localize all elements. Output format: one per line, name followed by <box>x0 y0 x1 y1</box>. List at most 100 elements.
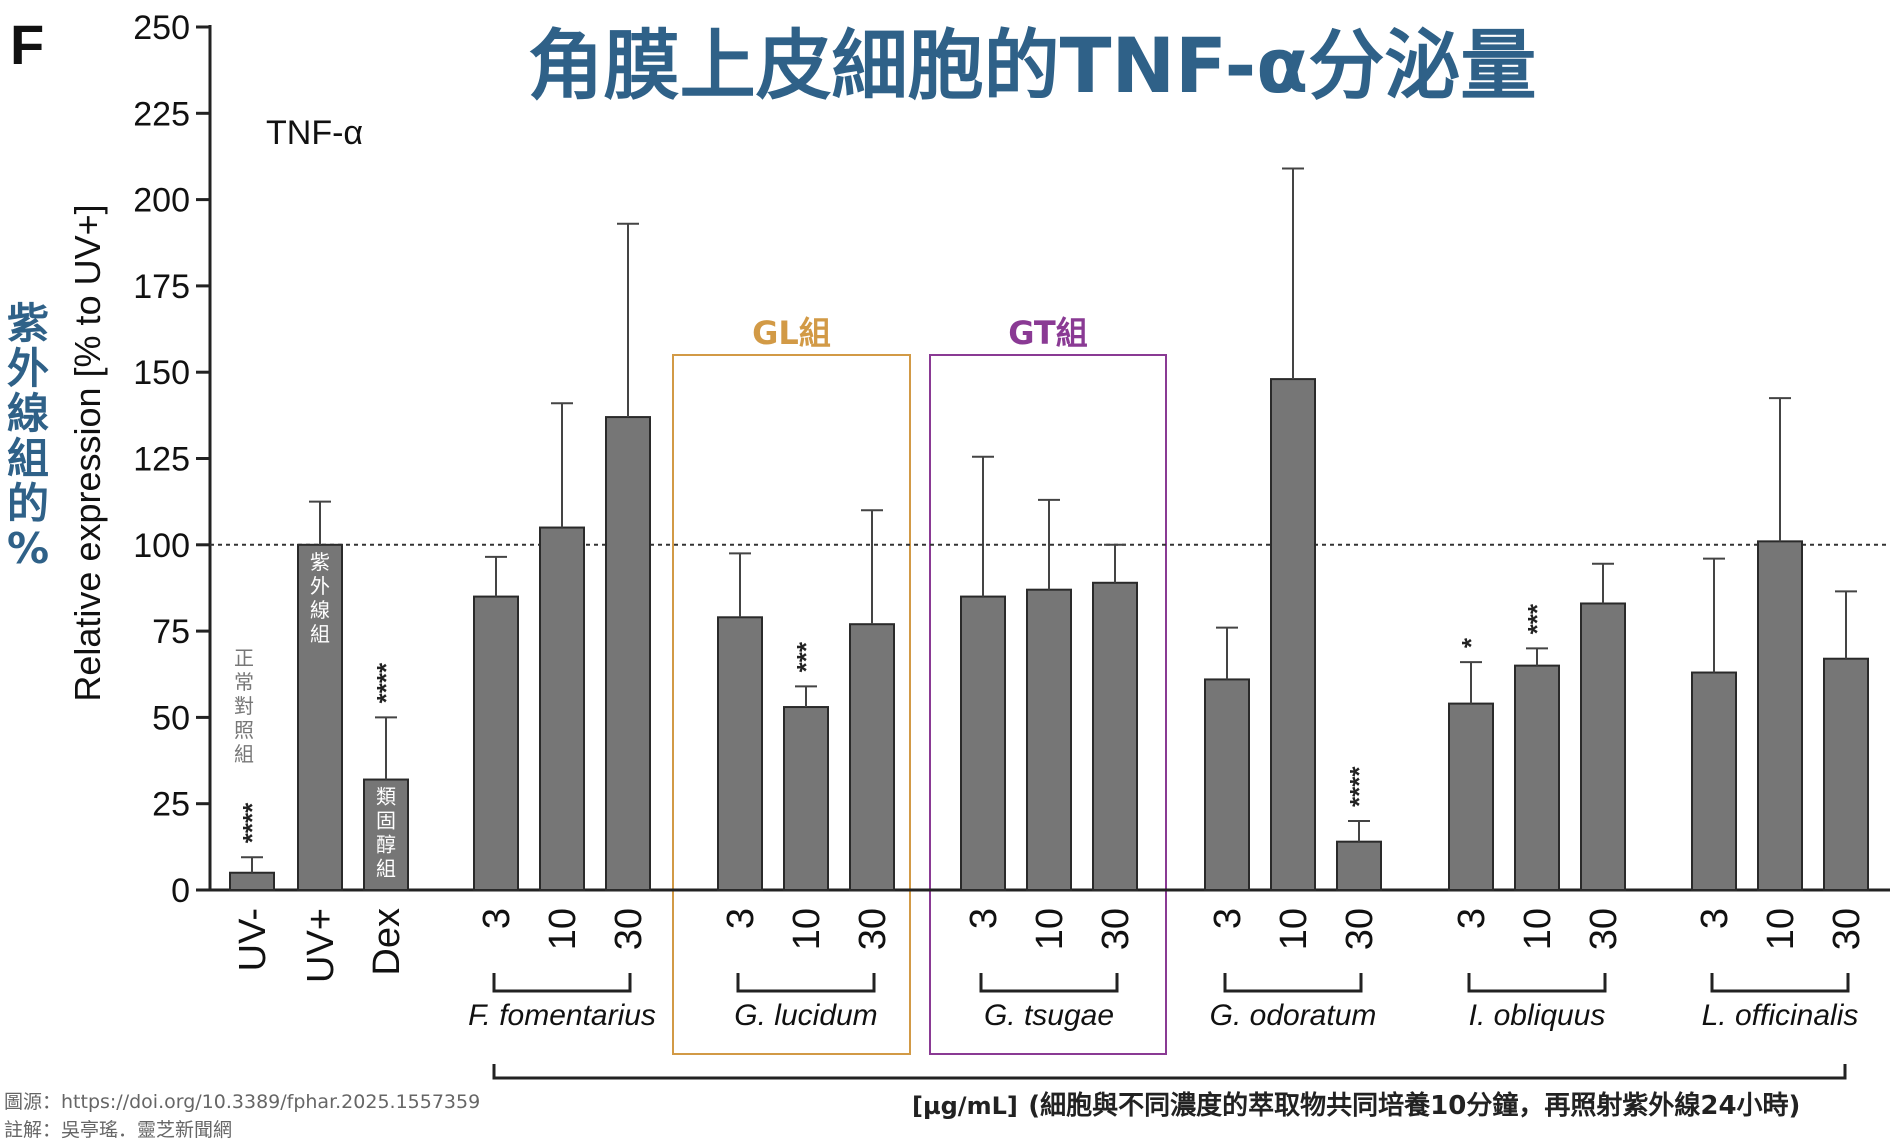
source-line-1: 圖源：https://doi.org/10.3389/fphar.2025.15… <box>4 1091 480 1113</box>
dose-tick-label: 30 <box>1583 908 1625 950</box>
source-line-2: 註解：吳亭瑤．靈芝新聞網 <box>4 1119 232 1141</box>
group-4-0-bar <box>1448 702 1494 891</box>
y-tick-label: 175 <box>133 268 190 306</box>
group-label: I. obliquus <box>1469 999 1606 1032</box>
dose-tick-label: 10 <box>1029 908 1071 950</box>
y-tick-label: 125 <box>133 441 190 479</box>
chart-title: 角膜上皮細胞的TNF-α分泌量 <box>528 21 1537 110</box>
dose-tick-label: 3 <box>963 908 1005 929</box>
group-4-2-bar <box>1580 602 1626 891</box>
y-tick-label: 150 <box>133 354 190 392</box>
control-note-char: 類 <box>376 785 396 809</box>
dose-tick-label: 30 <box>852 908 894 950</box>
control-note-char: 固 <box>376 809 396 833</box>
group-3-2-bar <box>1336 840 1382 891</box>
control-0-bar <box>229 871 275 891</box>
y-tick-label: 75 <box>152 613 190 651</box>
group-2-0-bar <box>960 595 1006 892</box>
group-bracket <box>736 973 876 993</box>
dose-tick-label: 10 <box>786 908 828 950</box>
group-2-2-bar <box>1092 581 1138 891</box>
side-label-char: 線 <box>7 389 49 438</box>
group-label: F. fomentarius <box>468 999 656 1032</box>
group-3-2-significance: **** <box>1344 766 1374 807</box>
control-tick-label: UV- <box>232 908 274 971</box>
gl-box <box>672 354 911 1055</box>
group-bracket <box>1467 973 1607 993</box>
dose-tick-label: 3 <box>1694 908 1736 929</box>
side-label-char: 外 <box>7 344 49 393</box>
dose-tick-label: 3 <box>1451 908 1493 929</box>
group-4-0-significance: * <box>1456 637 1486 648</box>
group-2-1-bar <box>1026 588 1072 892</box>
group-3-0-bar <box>1204 678 1250 891</box>
control-note-char: 組 <box>234 742 254 766</box>
side-label-char: 組 <box>7 434 49 483</box>
group-1-0-bar <box>717 616 763 891</box>
y-axis-label: Relative expression [% to UV+] <box>67 204 108 701</box>
control-note-char: 外 <box>310 574 330 598</box>
group-0-1-bar <box>539 526 585 891</box>
x-tick-labels: UV- UV+ Dex 3 10 30 3 10 30 3 10 30 3 10 30 3 10 30 3 10 30 <box>232 908 1868 983</box>
y-tick-label: 100 <box>133 527 190 565</box>
side-label-char: % <box>7 524 49 573</box>
control-1-bar <box>297 543 343 891</box>
control-note-char: 醇 <box>376 833 396 857</box>
control-note-char: 紫 <box>310 550 330 574</box>
overall-bracket <box>492 1064 1847 1080</box>
group-1-1-bar <box>783 706 829 891</box>
control-note-char: 正 <box>234 646 254 670</box>
control-0-significance: **** <box>237 802 267 843</box>
control-note-char: 線 <box>310 598 330 622</box>
group-4-1-bar <box>1514 664 1560 891</box>
group-4-1-significance: *** <box>1522 603 1552 634</box>
y-axis: 0 25 50 75 100 125 150 175 200 225 250 <box>133 9 1890 910</box>
dose-tick-label: 30 <box>608 908 650 950</box>
dose-tick-label: 10 <box>1273 908 1315 950</box>
control-note-char: 對 <box>234 694 254 718</box>
y-tick-label: 200 <box>133 182 190 220</box>
group-5-2-bar <box>1823 657 1869 891</box>
group-0-2-bar <box>605 416 651 891</box>
group-5-1-bar <box>1757 540 1803 892</box>
control-note-char: 組 <box>310 622 330 646</box>
side-label-char: 紫 <box>7 299 49 348</box>
tnf-annotation: TNF-α <box>266 114 363 152</box>
gl-box-label: GL組 <box>752 314 831 352</box>
y-tick-label: 250 <box>133 9 190 47</box>
dose-tick-label: 10 <box>1760 908 1802 950</box>
group-3-1-bar <box>1270 378 1316 891</box>
units-prefix: [µg/mL] <box>912 1092 1018 1120</box>
control-tick-label: Dex <box>366 908 408 976</box>
y-tick-label: 225 <box>133 95 190 133</box>
gt-box <box>929 354 1167 1055</box>
panel-letter: F <box>10 13 44 76</box>
bracket-layer: F. fomentarius G. lucidum G. tsugae G. odor… <box>468 973 1859 1080</box>
group-bracket <box>1223 973 1363 993</box>
group-label: G. lucidum <box>734 999 877 1032</box>
y-tick-label: 0 <box>171 872 190 910</box>
units-text: (細胞與不同濃度的萃取物共同培養10分鐘，再照射紫外線24小時) <box>1028 1090 1800 1121</box>
group-label: L. officinalis <box>1702 999 1859 1032</box>
dose-tick-label: 30 <box>1339 908 1381 950</box>
group-bracket <box>979 973 1119 993</box>
side-label-char: 的 <box>7 479 49 528</box>
y-tick-label: 25 <box>152 786 190 824</box>
group-1-2-bar <box>849 623 895 891</box>
group-5-0-bar <box>1691 671 1737 891</box>
dose-tick-label: 3 <box>720 908 762 929</box>
dose-tick-label: 3 <box>476 908 518 929</box>
dose-tick-label: 30 <box>1095 908 1137 950</box>
dose-tick-label: 3 <box>1207 908 1249 929</box>
group-1-1-significance: *** <box>791 641 821 672</box>
dose-tick-label: 10 <box>542 908 584 950</box>
control-note-char: 常 <box>234 670 254 694</box>
control-tick-label: UV+ <box>300 908 342 983</box>
control-note-char: 組 <box>376 857 396 881</box>
gt-box-label: GT組 <box>1008 314 1088 352</box>
group-0-0-bar <box>473 595 519 892</box>
dose-tick-label: 10 <box>1517 908 1559 950</box>
control-note-char: 照 <box>234 718 254 742</box>
